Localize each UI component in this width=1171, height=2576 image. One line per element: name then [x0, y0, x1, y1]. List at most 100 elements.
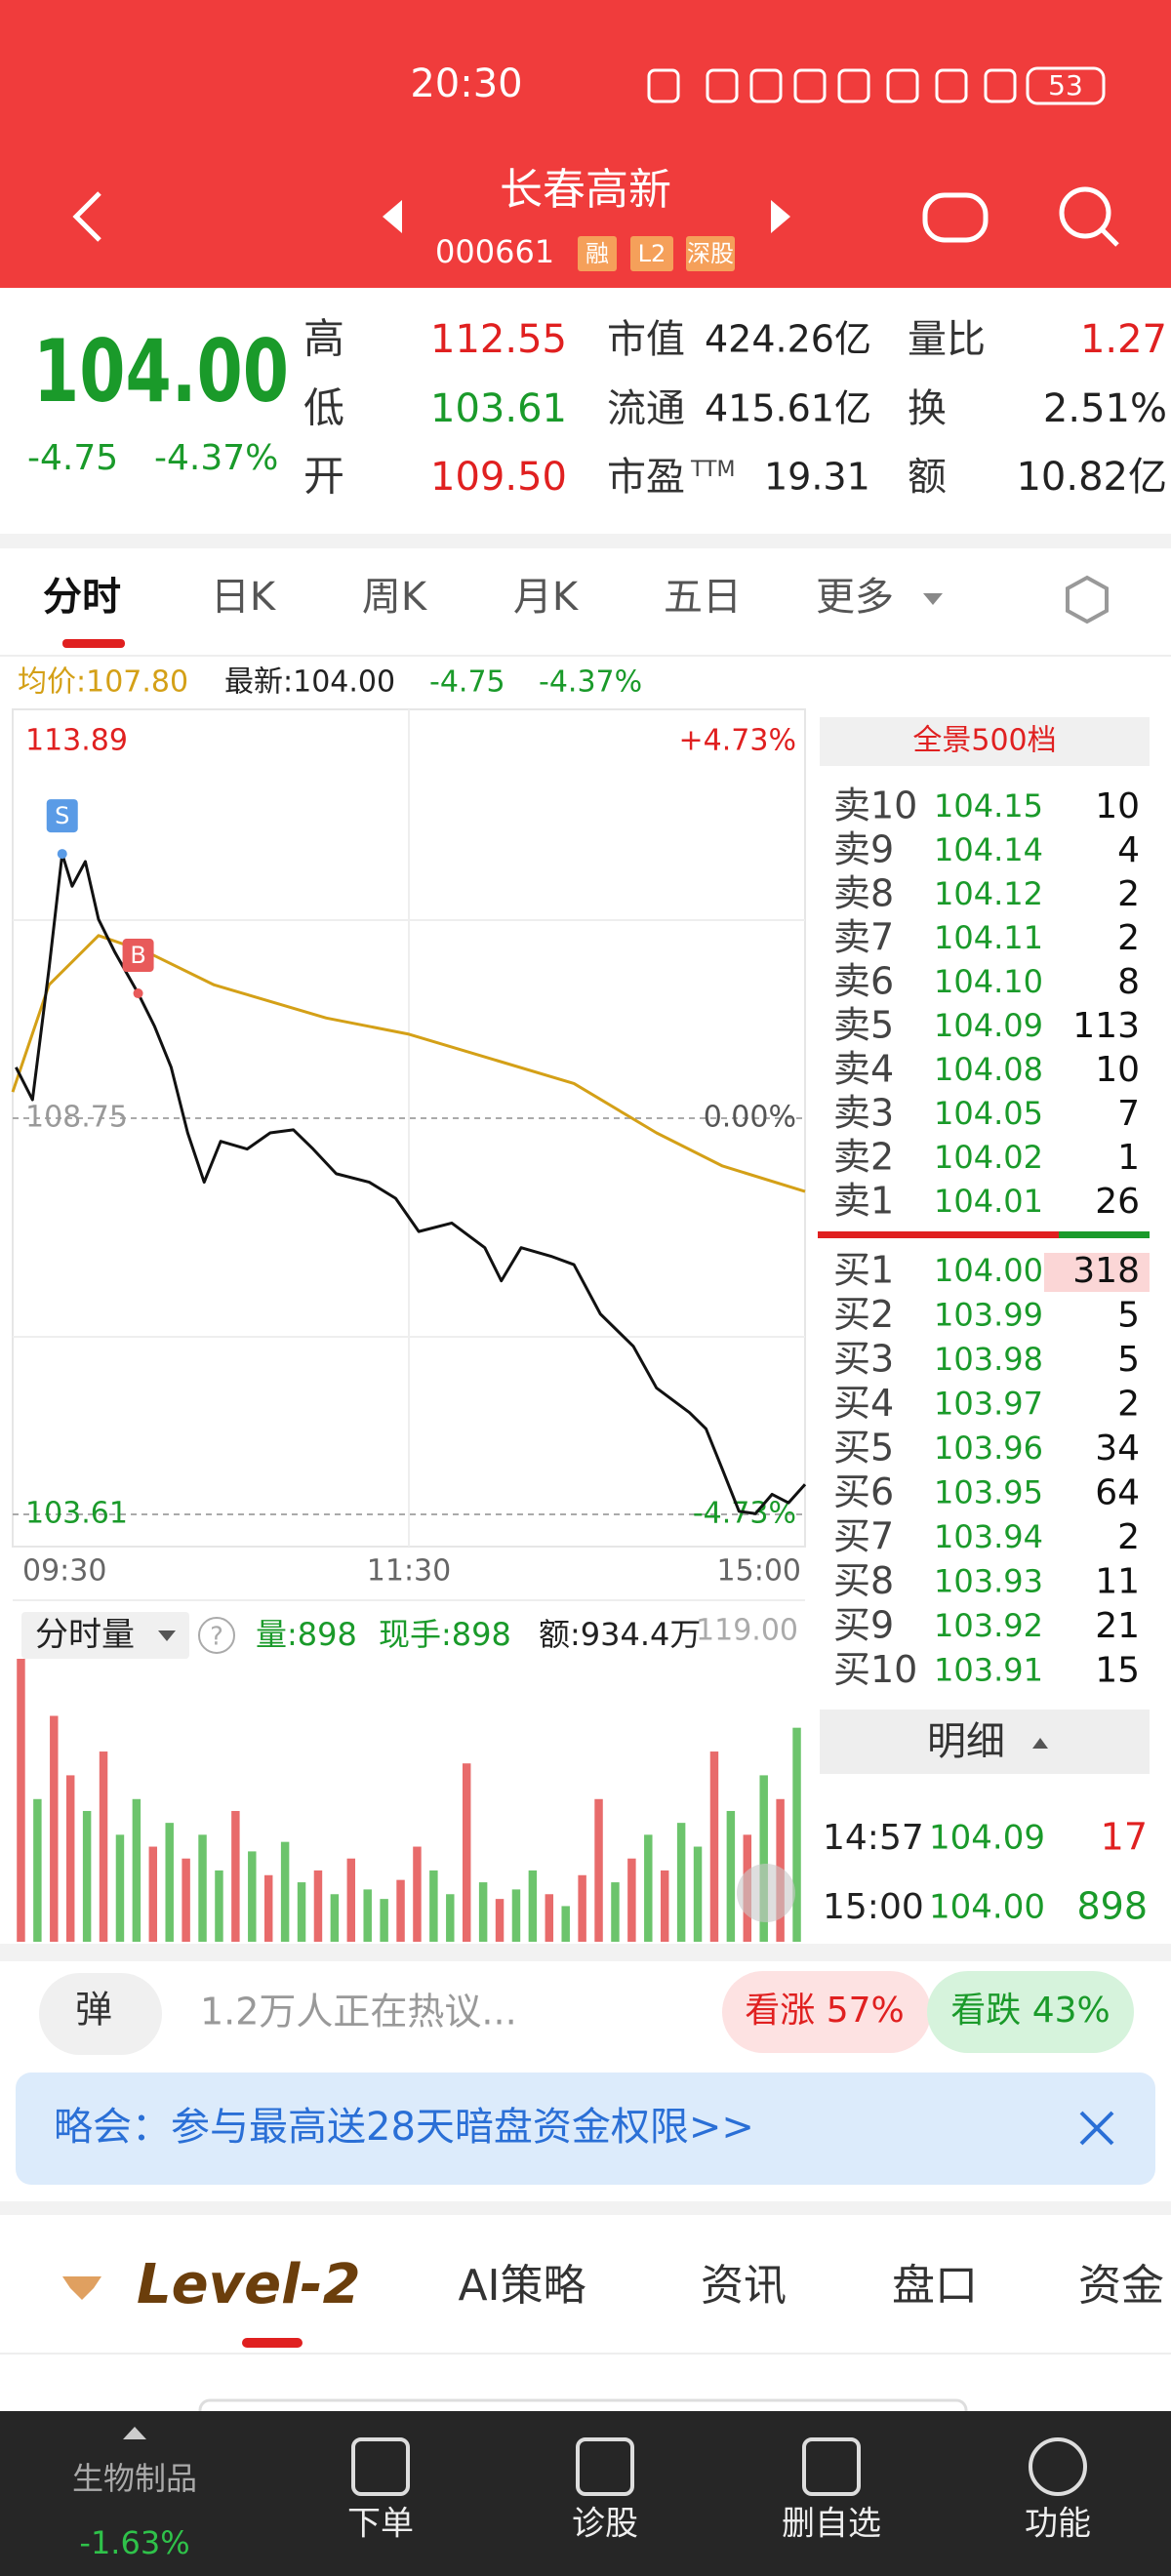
stat-value: 109.50 [430, 455, 567, 500]
section-tab[interactable]: 资金 [1078, 2261, 1164, 2311]
sector-name[interactable]: 生物制品 [72, 2460, 197, 2497]
volume-bar [33, 1798, 42, 1942]
detail-price: 104.09 [929, 1819, 1045, 1858]
book-qty: 113 [1072, 1006, 1140, 1046]
tag-bg [630, 236, 673, 271]
book-qty: 5 [1117, 1340, 1140, 1380]
volume-total: 量:898 [256, 1616, 357, 1653]
volume-bar [429, 1870, 438, 1942]
stat-value: 19.31 [764, 456, 870, 499]
expand-button[interactable] [737, 1864, 795, 1922]
section-tab[interactable]: 资讯 [701, 2261, 787, 2311]
nav-label[interactable]: 功能 [1025, 2505, 1091, 2544]
section-tab[interactable]: AI策略 [458, 2261, 586, 2311]
chart-tab[interactable]: 日K [211, 575, 277, 620]
last-price: 104.00 [33, 321, 289, 422]
book-qty: 10 [1095, 1050, 1140, 1090]
volume-bar [330, 1894, 340, 1942]
price-change: -4.75 [27, 438, 118, 478]
volume-bar [660, 1870, 669, 1942]
book-level: 卖5 [833, 1004, 894, 1047]
chart-tab[interactable]: 分时 [43, 575, 121, 620]
section-tab[interactable]: Level-2 [137, 2253, 361, 2316]
book-qty: 8 [1117, 962, 1140, 1002]
help-icon[interactable] [198, 1617, 235, 1654]
book-level: 买10 [833, 1648, 917, 1691]
volume-selector-bg[interactable] [21, 1612, 189, 1659]
banner-close[interactable] [1079, 2111, 1114, 2146]
nav-label[interactable]: 删自选 [782, 2505, 881, 2544]
chart-tab[interactable]: 五日 [664, 575, 742, 620]
chart-tab[interactable]: 月K [513, 575, 580, 620]
book-price: 104.05 [934, 1095, 1043, 1132]
book-price: 104.09 [934, 1007, 1043, 1044]
section-tab[interactable]: 盘口 [892, 2261, 978, 2311]
volume-bar [165, 1823, 174, 1942]
volume-bar [627, 1858, 636, 1942]
chart-tab[interactable]: 更多 [816, 575, 894, 620]
book-qty: 21 [1095, 1606, 1140, 1646]
volume-bar [346, 1858, 356, 1942]
volume-bar [495, 1899, 505, 1942]
book-price: 103.93 [934, 1563, 1043, 1600]
search-handle [1101, 228, 1119, 247]
volume-bar [148, 1846, 158, 1942]
robot-icon[interactable] [922, 192, 989, 243]
book-level: 买7 [833, 1515, 894, 1558]
danmaku-label: 弹 [75, 1989, 112, 2032]
bear-button[interactable] [927, 1971, 1134, 2053]
price-line [15, 852, 807, 1515]
volume-bar [263, 1874, 273, 1942]
volume-selector: 分时量 [35, 1616, 135, 1655]
book-price: 103.98 [934, 1341, 1043, 1378]
nav-label[interactable]: 下单 [347, 2505, 414, 2544]
nav-icon [802, 2437, 861, 2496]
book-qty: 11 [1095, 1562, 1140, 1602]
detail-time: 14:57 [823, 1818, 924, 1858]
trade-marker [133, 988, 143, 999]
volume-bar [462, 1763, 471, 1942]
book-qty: 5 [1117, 1296, 1140, 1336]
nav-label[interactable]: 诊股 [572, 2505, 638, 2544]
detail-header-bg[interactable] [820, 1710, 1150, 1774]
stock-tag: 深股 [687, 240, 734, 267]
stat-label: 流通 [607, 386, 685, 431]
volume-bar [380, 1899, 388, 1942]
y2-tick-label: 0.00% [704, 1101, 796, 1135]
volume-bar [17, 1659, 25, 1942]
volume-bar [545, 1894, 554, 1942]
volume-tick-label: 119.00 [696, 1614, 798, 1648]
back-button[interactable] [72, 191, 101, 242]
book-price: 103.91 [934, 1652, 1043, 1689]
discussion-text: 1.2万人正在热议... [200, 1991, 517, 2033]
book-qty: 26 [1095, 1182, 1140, 1222]
search-icon[interactable] [1059, 186, 1111, 239]
book-price: 104.08 [934, 1051, 1043, 1088]
stat-label: 换 [908, 386, 947, 431]
book-level: 买1 [833, 1249, 894, 1292]
settings-icon[interactable] [1066, 575, 1109, 624]
volume-bar [644, 1834, 653, 1942]
detail-caret [1032, 1738, 1048, 1749]
volume-bar [594, 1798, 603, 1942]
chart-tab[interactable]: 周K [362, 575, 428, 620]
detail-qty: 17 [1101, 1816, 1148, 1859]
stat-label: 市盈 [607, 455, 685, 500]
trade-marker [57, 849, 67, 860]
book-level: 卖3 [833, 1092, 894, 1135]
promo-banner[interactable] [16, 2073, 1155, 2185]
bull-button[interactable] [722, 1971, 931, 2053]
volume-bar [693, 1846, 703, 1942]
stat-value: 112.55 [430, 317, 567, 362]
volume-bar [82, 1810, 92, 1942]
danmaku-button[interactable] [39, 1973, 162, 2055]
stat-label: 低 [303, 384, 344, 432]
volume-bar [446, 1894, 455, 1942]
section-gap [0, 1944, 1171, 1961]
next-stock[interactable] [771, 200, 790, 233]
book-level: 卖2 [833, 1136, 894, 1179]
book-level: 买8 [833, 1559, 894, 1602]
prev-stock[interactable] [383, 200, 402, 233]
book-qty: 7 [1117, 1094, 1140, 1134]
